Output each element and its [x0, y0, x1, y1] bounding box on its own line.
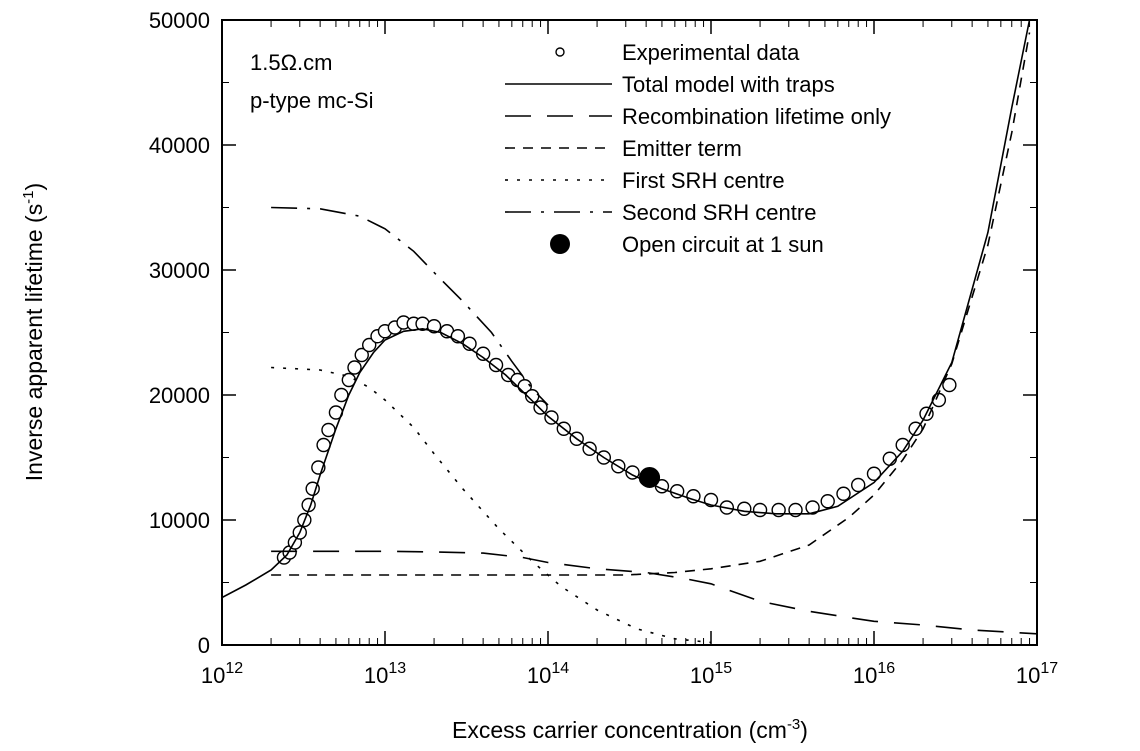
second-srh-centre-line — [271, 206, 549, 406]
data-point — [820, 494, 835, 509]
x-tick-label: 1012 — [201, 660, 243, 688]
data-point — [931, 392, 947, 408]
legend-label: First SRH centre — [622, 168, 785, 193]
data-point — [866, 466, 882, 481]
legend-label: Second SRH centre — [622, 200, 816, 225]
data-point — [686, 489, 701, 504]
legend-label: Emitter term — [622, 136, 742, 161]
data-point — [488, 357, 504, 373]
data-point — [321, 422, 336, 438]
legend-label: Experimental data — [622, 40, 800, 65]
total-model-with-traps-line — [222, 20, 1031, 599]
recombination-lifetime-only-line — [271, 550, 1037, 635]
data-point — [347, 360, 362, 375]
data-point — [805, 500, 820, 515]
legend-label: Total model with traps — [622, 72, 835, 97]
data-point — [942, 377, 957, 393]
x-tick-label: 1014 — [527, 660, 569, 688]
data-point — [354, 347, 369, 363]
ticks-layer: 1012 1013 1014 1015 1016 1017 0 10000 20000 30000… — [149, 8, 1058, 688]
x-tick-label: 1015 — [690, 660, 732, 688]
data-point — [362, 337, 377, 353]
data-point — [334, 387, 349, 403]
annotation-resistivity: 1.5Ω.cm — [250, 50, 332, 75]
x-tick-label: 1017 — [1016, 660, 1058, 688]
legend-symbol — [550, 234, 570, 254]
data-point — [426, 319, 442, 334]
data-point — [737, 501, 752, 516]
y-tick-label: 10000 — [149, 508, 210, 533]
legend-label: Recombination lifetime only — [622, 104, 891, 129]
data-point — [752, 502, 768, 518]
data-point — [533, 400, 548, 415]
data-point — [836, 486, 851, 501]
x-tick-label: 1016 — [853, 660, 895, 688]
data-point — [882, 451, 897, 466]
y-tick-label: 50000 — [149, 8, 210, 33]
y-tick-label: 30000 — [149, 258, 210, 283]
open-circuit-marker — [639, 467, 661, 488]
annotation-material: p-type mc-Si — [250, 88, 373, 113]
emitter-term-line — [271, 32, 1031, 576]
x-tick-label: 1013 — [364, 660, 406, 688]
legend-symbol — [555, 47, 565, 57]
x-axis-title: Excess carrier concentration (cm-3) — [452, 716, 808, 743]
y-tick-label: 40000 — [149, 133, 210, 158]
y-axis-title: Inverse apparent lifetime (s-1) — [20, 183, 47, 481]
data-point — [851, 477, 866, 493]
legend: Experimental data Total model with traps R… — [505, 40, 891, 257]
legend-label: Open circuit at 1 sun — [622, 232, 824, 257]
data-point — [305, 481, 320, 496]
series-layer — [222, 20, 1037, 644]
y-tick-label: 20000 — [149, 383, 210, 408]
y-tick-label: 0 — [198, 633, 210, 658]
first-srh-centre-line — [271, 366, 712, 644]
